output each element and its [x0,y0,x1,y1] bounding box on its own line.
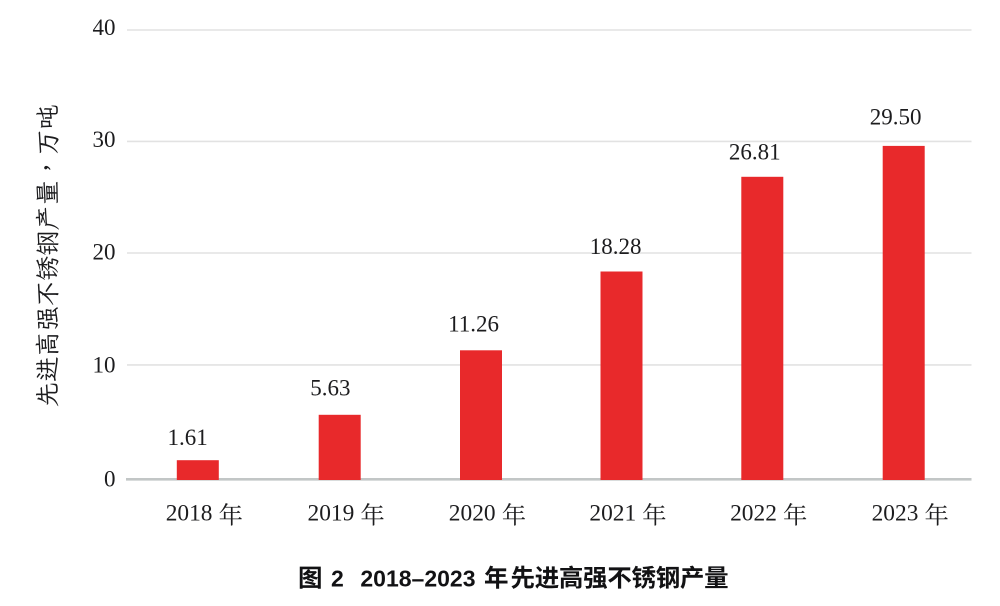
svg-text:2018: 2018 [166,501,213,527]
svg-text:2020: 2020 [449,501,496,527]
svg-text:29.50: 29.50 [870,104,922,129]
svg-text:0: 0 [104,466,116,491]
svg-text:11.26: 11.26 [448,311,499,336]
svg-text:10: 10 [93,352,116,377]
svg-text:18.28: 18.28 [590,234,642,259]
svg-text:2021: 2021 [589,501,636,527]
svg-text:1.61: 1.61 [167,425,207,450]
svg-text:2019: 2019 [308,501,355,527]
svg-text:20: 20 [93,240,116,265]
svg-text:5.63: 5.63 [310,375,350,400]
svg-text:2018–2023: 2018–2023 [360,566,475,592]
svg-text:2023: 2023 [872,501,919,527]
svg-text:2: 2 [331,566,344,592]
svg-text:30: 30 [93,127,116,152]
svg-text:40: 40 [93,15,116,40]
svg-text:26.81: 26.81 [729,140,781,165]
svg-text:2022: 2022 [730,501,777,527]
